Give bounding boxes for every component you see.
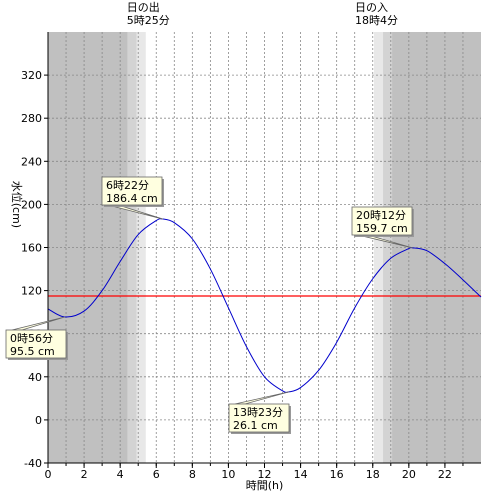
x-tick-label: 20 xyxy=(402,468,416,481)
annotation-box xyxy=(228,403,290,433)
annotation-box xyxy=(351,206,413,236)
y-tick-label: 120 xyxy=(21,285,42,298)
x-tick-label: 14 xyxy=(294,468,308,481)
y-tick-label: 320 xyxy=(21,69,42,82)
annotation-box xyxy=(5,329,67,359)
night-band-morning xyxy=(48,32,128,463)
grid-lines xyxy=(48,32,481,463)
annotation-time: 20時12分 xyxy=(356,209,406,222)
axes: -400408012016020024028032002468101214161… xyxy=(10,32,481,492)
y-tick-label: -40 xyxy=(24,457,42,470)
annotation-time: 13時23分 xyxy=(233,406,283,419)
x-tick-label: 10 xyxy=(221,468,235,481)
x-tick-label: 22 xyxy=(438,468,452,481)
x-tick-label: 16 xyxy=(330,468,344,481)
y-axis-title: 水位(cm) xyxy=(10,181,24,228)
sunset-time: 18時4分 xyxy=(355,14,398,27)
twilight-band-evening xyxy=(383,32,393,463)
annotation-value: 95.5 cm xyxy=(10,345,55,358)
annotation-time: 6時22分 xyxy=(106,179,149,192)
x-tick-label: 0 xyxy=(45,468,52,481)
annotation-value: 159.7 cm xyxy=(356,222,408,235)
sunrise-label: 日の出 xyxy=(127,0,160,14)
annotation-time: 0時56分 xyxy=(10,332,53,345)
y-tick-label: 40 xyxy=(28,371,42,384)
annotation-value: 26.1 cm xyxy=(233,419,278,432)
x-axis-title: 時間(h) xyxy=(246,479,284,492)
annotation-value: 186.4 cm xyxy=(106,192,158,205)
y-tick-label: 200 xyxy=(21,198,42,211)
x-tick-label: 2 xyxy=(81,468,88,481)
y-tick-label: 0 xyxy=(35,414,42,427)
x-tick-label: 18 xyxy=(366,468,380,481)
annotation-box xyxy=(101,176,163,206)
x-tick-label: 12 xyxy=(258,468,272,481)
sunrise-time: 5時25分 xyxy=(127,14,170,27)
x-tick-label: 6 xyxy=(153,468,160,481)
dusk-band xyxy=(374,32,384,463)
y-tick-label: 160 xyxy=(21,242,42,255)
y-tick-label: 280 xyxy=(21,112,42,125)
sunset-label: 日の入 xyxy=(355,1,388,14)
x-tick-label: 8 xyxy=(189,468,196,481)
y-tick-label: 240 xyxy=(21,155,42,168)
x-tick-label: 4 xyxy=(117,468,124,481)
